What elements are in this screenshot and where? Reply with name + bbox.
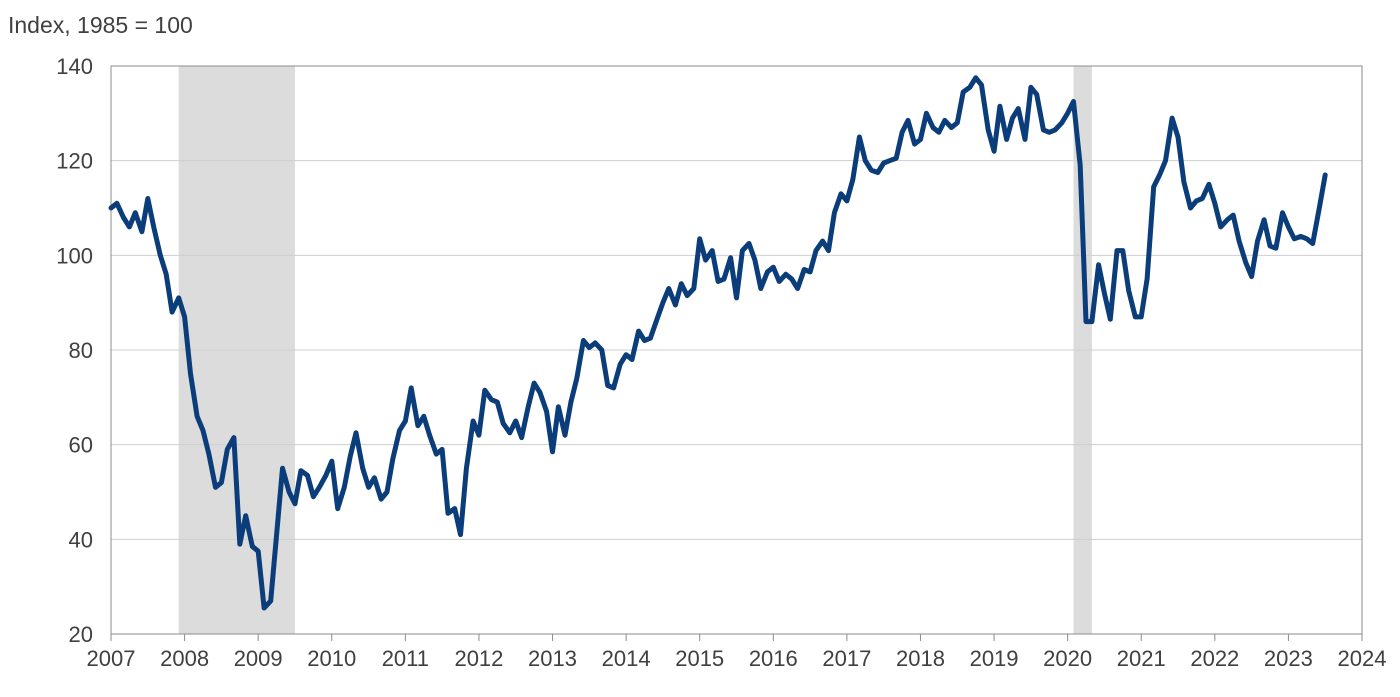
gridlines	[111, 160, 1362, 540]
series-line-1	[108, 75, 1328, 611]
x-tick-label-2010: 2010	[307, 646, 356, 671]
x-tick-label-2015: 2015	[675, 646, 724, 671]
x-tick-label-2020: 2020	[1043, 646, 1092, 671]
x-tick-label-2019: 2019	[970, 646, 1019, 671]
y-tick-label-60: 60	[69, 433, 93, 458]
x-tick-label-2008: 2008	[160, 646, 209, 671]
x-tick-label-2018: 2018	[896, 646, 945, 671]
x-tick-label-2017: 2017	[822, 646, 871, 671]
x-tick-label-2021: 2021	[1117, 646, 1166, 671]
y-tick-label-140: 140	[56, 54, 93, 79]
x-tick-label-2024: 2024	[1338, 646, 1387, 671]
plot-area-border	[110, 65, 1363, 635]
y-axis-label: Index, 1985 = 100	[8, 12, 193, 38]
x-tick-label-2011: 2011	[382, 646, 429, 671]
x-tick-label-2014: 2014	[602, 646, 651, 671]
y-tick-label-100: 100	[56, 243, 93, 268]
axis-ticks	[110, 634, 1363, 641]
y-tick-label-20: 20	[69, 622, 93, 647]
y-tick-label-80: 80	[69, 338, 93, 363]
x-tick-label-2023: 2023	[1264, 646, 1313, 671]
y-tick-labels: 20 40 60 80 100 120 140	[56, 54, 93, 647]
x-tick-label-2012: 2012	[454, 646, 503, 671]
x-tick-label-2009: 2009	[234, 646, 283, 671]
x-tick-label-2022: 2022	[1190, 646, 1239, 671]
x-tick-label-2016: 2016	[749, 646, 798, 671]
y-tick-label-120: 120	[56, 149, 93, 174]
y-tick-label-40: 40	[69, 527, 93, 552]
x-tick-label-2013: 2013	[528, 646, 577, 671]
series-group	[108, 75, 1328, 611]
x-tick-label-2007: 2007	[87, 646, 136, 671]
x-tick-labels: 2007 2008 2009 2010 2011 2012 2013 2014 2015 2016…	[87, 646, 1387, 671]
